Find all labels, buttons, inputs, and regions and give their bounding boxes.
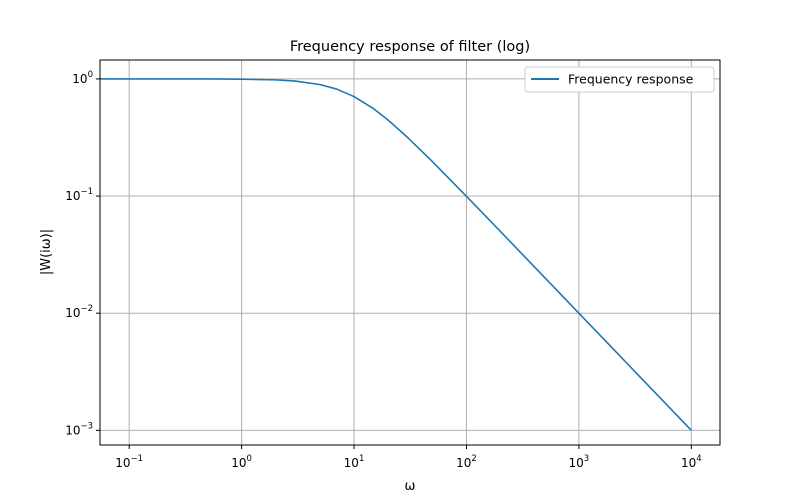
plot-frame bbox=[99, 59, 721, 446]
legend-label: Frequency response bbox=[568, 72, 694, 87]
y-axis-label: |W(iω)| bbox=[39, 229, 54, 275]
x-axis-ticks: 10−1 100 101 102 103 104 bbox=[115, 445, 702, 470]
legend-box bbox=[524, 66, 715, 93]
x-tick-label: 102 bbox=[456, 454, 477, 470]
y-tick-label: 10−2 bbox=[65, 304, 93, 320]
x-tick-label: 100 bbox=[231, 454, 252, 470]
y-tick-label: 10−3 bbox=[65, 421, 93, 437]
plot-area bbox=[100, 60, 720, 445]
x-tick-label: 103 bbox=[569, 454, 590, 470]
x-axis-label: ω bbox=[405, 479, 416, 494]
series-line-frequency-response bbox=[100, 78, 692, 431]
chart-title: Frequency response of filter (log) bbox=[290, 39, 530, 55]
y-tick-label: 100 bbox=[72, 70, 93, 86]
y-axis-ticks: 100 10−1 10−2 10−3 bbox=[65, 70, 100, 437]
series-layer bbox=[100, 78, 692, 431]
x-tick-label: 104 bbox=[681, 454, 702, 470]
x-tick-label: 10−1 bbox=[115, 454, 143, 470]
x-tick-label: 101 bbox=[344, 454, 365, 470]
y-tick-label: 10−1 bbox=[65, 187, 93, 203]
legend: Frequency response bbox=[524, 66, 715, 93]
